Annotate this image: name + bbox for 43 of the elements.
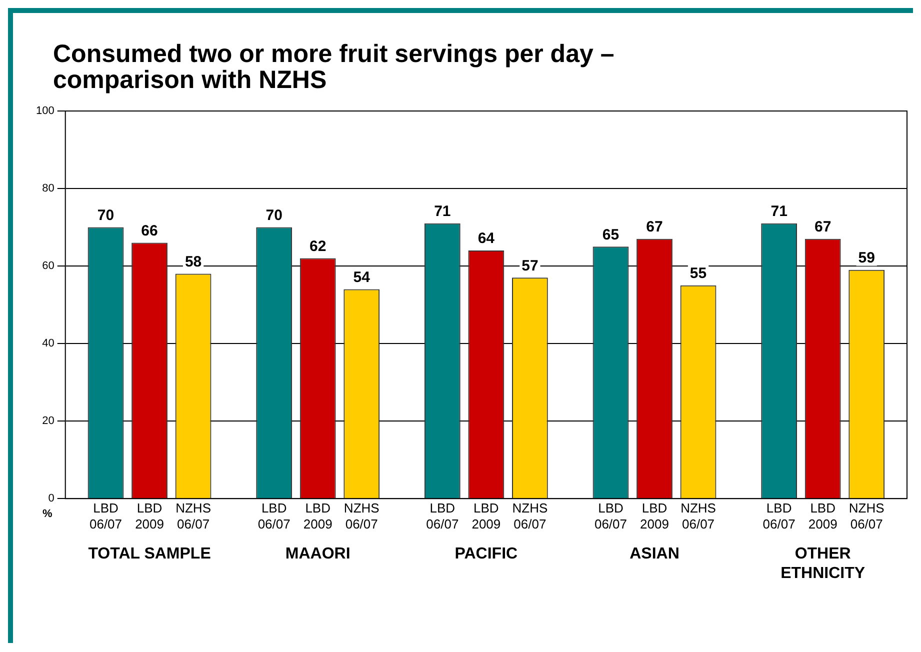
y-tick-label: 20 — [42, 415, 54, 428]
x-tick-label: OTHER ETHNICITY — [780, 546, 866, 582]
text: LBD 06/07 — [762, 500, 796, 532]
data-label: 67 — [646, 218, 663, 236]
data-label: 59 — [858, 250, 875, 267]
text: LBD 2009 — [640, 500, 669, 532]
data-label: 71 — [434, 203, 451, 220]
text: NZHS 06/07 — [512, 500, 548, 532]
text: LBD 2009 — [808, 500, 838, 532]
data-label: 71 — [770, 203, 788, 220]
data-label: 58 — [184, 253, 202, 270]
y-tick-label: 60 — [42, 260, 54, 272]
data-label: 70 — [97, 206, 114, 224]
text: NZHS 06/07 — [344, 500, 380, 532]
data-label: 64 — [478, 230, 496, 248]
text: LBD 2009 — [472, 500, 501, 532]
x-tick-label: PACIFIC — [454, 546, 518, 563]
data-label: 55 — [690, 265, 707, 282]
text: NZHS 06/07 — [848, 500, 884, 532]
data-label: 66 — [141, 222, 158, 240]
series-label: NZHS 06/07 — [176, 500, 212, 532]
data-label: 57 — [522, 257, 538, 274]
text: LBD 06/07 — [258, 500, 290, 532]
data-label: 62 — [310, 238, 326, 255]
text: NZHS 06/07 — [680, 500, 716, 532]
data-label: 65 — [602, 226, 620, 244]
text: LBD 2009 — [303, 500, 332, 532]
y-axis-title: % — [42, 508, 52, 520]
x-tick-label: ASIAN — [630, 546, 680, 563]
x-tick-label: TOTAL SAMPLE — [88, 546, 212, 563]
data-label: 67 — [814, 218, 832, 236]
y-tick-label: 40 — [42, 338, 54, 350]
y-tick-label: 100 — [36, 105, 54, 118]
series-label: LBD 06/07 — [89, 500, 122, 532]
series-label: LBD 2009 — [135, 500, 164, 532]
text: LBD 06/07 — [426, 500, 459, 532]
text: LBD 06/07 — [594, 500, 628, 532]
y-tick-label: 80 — [42, 182, 54, 195]
data-label: 54 — [353, 268, 371, 286]
data-label: 70 — [266, 206, 282, 224]
chart-title: Consumed two or more fruit servings per day – comparison with NZHS — [52, 39, 616, 94]
x-tick-label: MAAORI — [285, 546, 350, 563]
y-tick-label: 0 — [48, 492, 54, 505]
